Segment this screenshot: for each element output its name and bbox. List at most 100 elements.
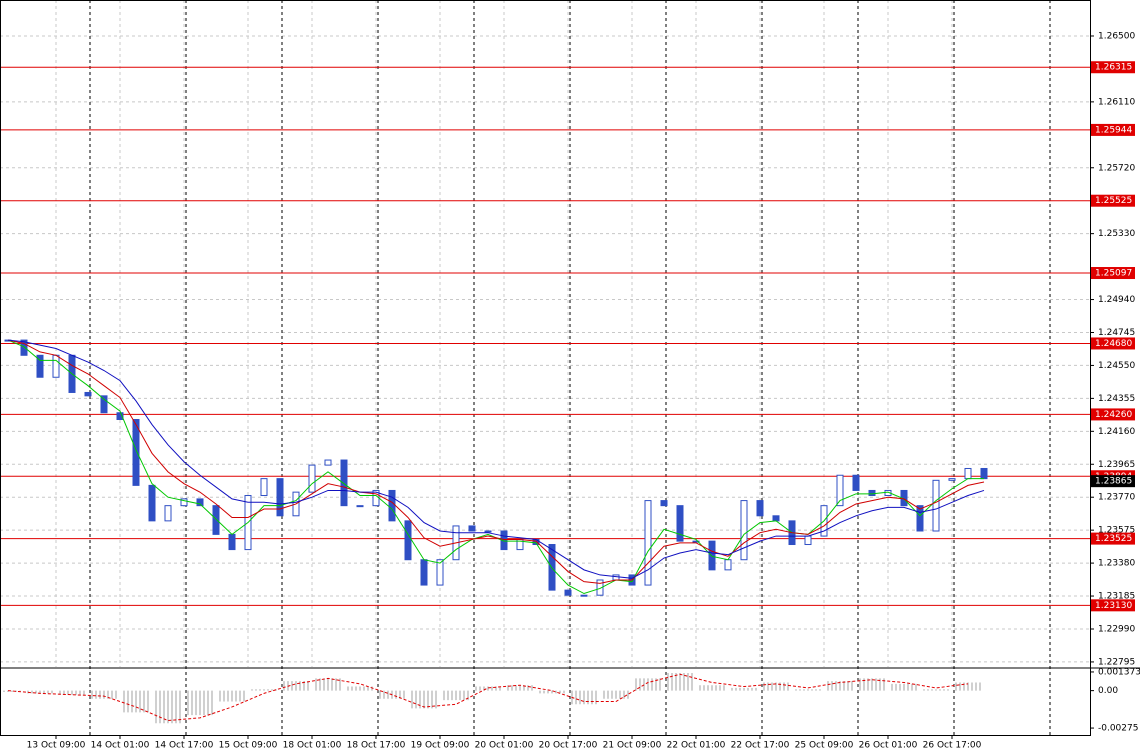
x-tick-label: 21 Oct 09:00 — [603, 741, 662, 751]
candle — [724, 559, 732, 571]
y-tick-label: 1.24355 — [1098, 394, 1135, 404]
x-tick-label: 22 Oct 01:00 — [667, 741, 726, 751]
candle — [740, 500, 748, 561]
x-tick-label: 15 Oct 09:00 — [219, 741, 278, 751]
candle — [708, 540, 716, 571]
candle — [804, 535, 812, 546]
candle — [916, 505, 924, 532]
signal-line — [7, 673, 969, 722]
candle — [388, 489, 396, 522]
candle — [164, 505, 172, 522]
x-tick-label: 14 Oct 01:00 — [91, 741, 150, 751]
level-box — [1091, 532, 1135, 545]
candle — [980, 467, 988, 480]
osc-tick-label: -0.00275 — [1098, 724, 1138, 734]
y-tick-label: 1.23965 — [1098, 460, 1135, 470]
y-tick-label: 1.24940 — [1098, 295, 1135, 305]
level-box — [1091, 267, 1135, 280]
x-tick-label: 25 Oct 09:00 — [795, 741, 854, 751]
y-tick-label: 1.22990 — [1098, 624, 1135, 634]
candle — [436, 559, 444, 586]
candle — [580, 594, 588, 597]
y-tick-label: 1.23770 — [1098, 493, 1135, 503]
y-tick-label: 1.23575 — [1098, 526, 1135, 536]
level-box — [1091, 61, 1135, 74]
x-tick-label: 18 Oct 01:00 — [283, 741, 342, 751]
candle — [772, 515, 780, 522]
candle — [340, 459, 348, 507]
candle — [660, 500, 668, 507]
candle — [932, 479, 940, 532]
candle — [20, 339, 28, 356]
candle — [612, 574, 620, 581]
y-tick-label: 1.24745 — [1098, 328, 1135, 338]
level-label: 1.24680 — [1095, 339, 1132, 349]
candle — [692, 540, 700, 543]
y-tick-label: 1.23185 — [1098, 592, 1135, 602]
candle — [836, 474, 844, 507]
osc-tick-label: 0.001373 — [1098, 667, 1140, 677]
candle — [468, 525, 476, 532]
level-box — [1091, 337, 1135, 350]
candle — [308, 464, 316, 493]
candle — [404, 520, 412, 561]
candle — [948, 478, 956, 481]
candle — [420, 559, 428, 586]
level-box — [1091, 408, 1135, 421]
y-tick-label: 1.26500 — [1098, 31, 1135, 41]
moving-average — [7, 339, 985, 584]
candle — [964, 467, 972, 480]
candle — [324, 459, 332, 466]
candle — [212, 505, 220, 535]
y-tick-label: 1.25720 — [1098, 163, 1135, 173]
candle — [276, 478, 284, 517]
candle — [676, 505, 684, 542]
x-tick-label: 20 Oct 01:00 — [475, 741, 534, 751]
y-tick-label: 1.23380 — [1098, 559, 1135, 569]
level-box — [1091, 194, 1135, 207]
candle — [116, 412, 124, 420]
x-tick-label: 20 Oct 17:00 — [539, 741, 598, 751]
candle — [868, 489, 876, 497]
candle — [852, 474, 860, 491]
price-box — [1091, 475, 1135, 488]
x-tick-label: 26 Oct 17:00 — [923, 741, 982, 751]
level-label: 1.23130 — [1095, 601, 1132, 611]
x-tick-label: 13 Oct 09:00 — [27, 741, 86, 751]
candle — [756, 500, 764, 517]
y-tick-label: 1.22795 — [1098, 657, 1135, 667]
level-label: 1.25525 — [1095, 196, 1132, 206]
candle — [596, 579, 604, 596]
candle — [132, 418, 140, 486]
moving-average — [7, 339, 985, 579]
level-label: 1.23525 — [1095, 534, 1132, 544]
frame — [0, 0, 1091, 736]
candle — [84, 391, 92, 397]
candle — [36, 354, 44, 378]
x-tick-label: 18 Oct 17:00 — [347, 741, 406, 751]
candle — [484, 530, 492, 533]
y-tick-label: 1.26110 — [1098, 97, 1135, 107]
candle — [52, 354, 60, 378]
candle — [180, 498, 188, 507]
y-tick-label: 1.24160 — [1098, 427, 1135, 437]
osc-tick-label: 0.00 — [1098, 686, 1118, 696]
y-tick-label: 1.25330 — [1098, 229, 1135, 239]
candle — [356, 505, 364, 508]
price-label: 1.23865 — [1095, 477, 1132, 487]
candle — [260, 478, 268, 497]
level-label: 1.25097 — [1095, 269, 1132, 279]
level-label: 1.24260 — [1095, 410, 1132, 420]
level-label: 1.26315 — [1095, 63, 1132, 73]
candle — [148, 484, 156, 522]
y-tick-label: 1.24550 — [1098, 361, 1135, 371]
x-tick-label: 22 Oct 17:00 — [731, 741, 790, 751]
candle — [228, 533, 236, 551]
level-label: 1.25944 — [1095, 125, 1132, 135]
x-tick-label: 14 Oct 17:00 — [155, 741, 214, 751]
x-tick-label: 19 Oct 09:00 — [411, 741, 470, 751]
candle — [100, 395, 108, 414]
level-box — [1091, 599, 1135, 612]
